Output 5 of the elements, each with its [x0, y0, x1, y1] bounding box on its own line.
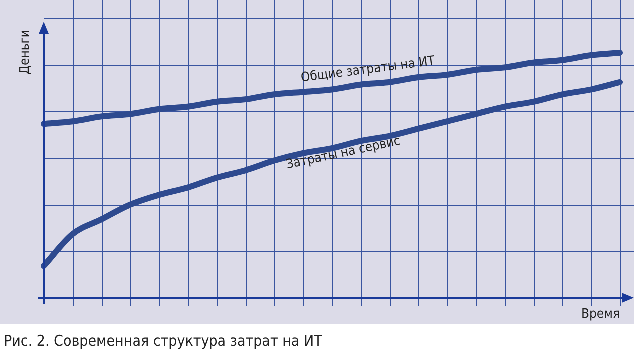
text: Общие затраты на ИТ	[300, 54, 437, 86]
text: Рис. 2. Современная структура затрат на ИТ	[3, 331, 324, 350]
x-axis-title: Время	[581, 306, 620, 322]
text: Затраты на сервис	[284, 134, 402, 173]
y-axis-title: Деньги	[18, 30, 33, 75]
